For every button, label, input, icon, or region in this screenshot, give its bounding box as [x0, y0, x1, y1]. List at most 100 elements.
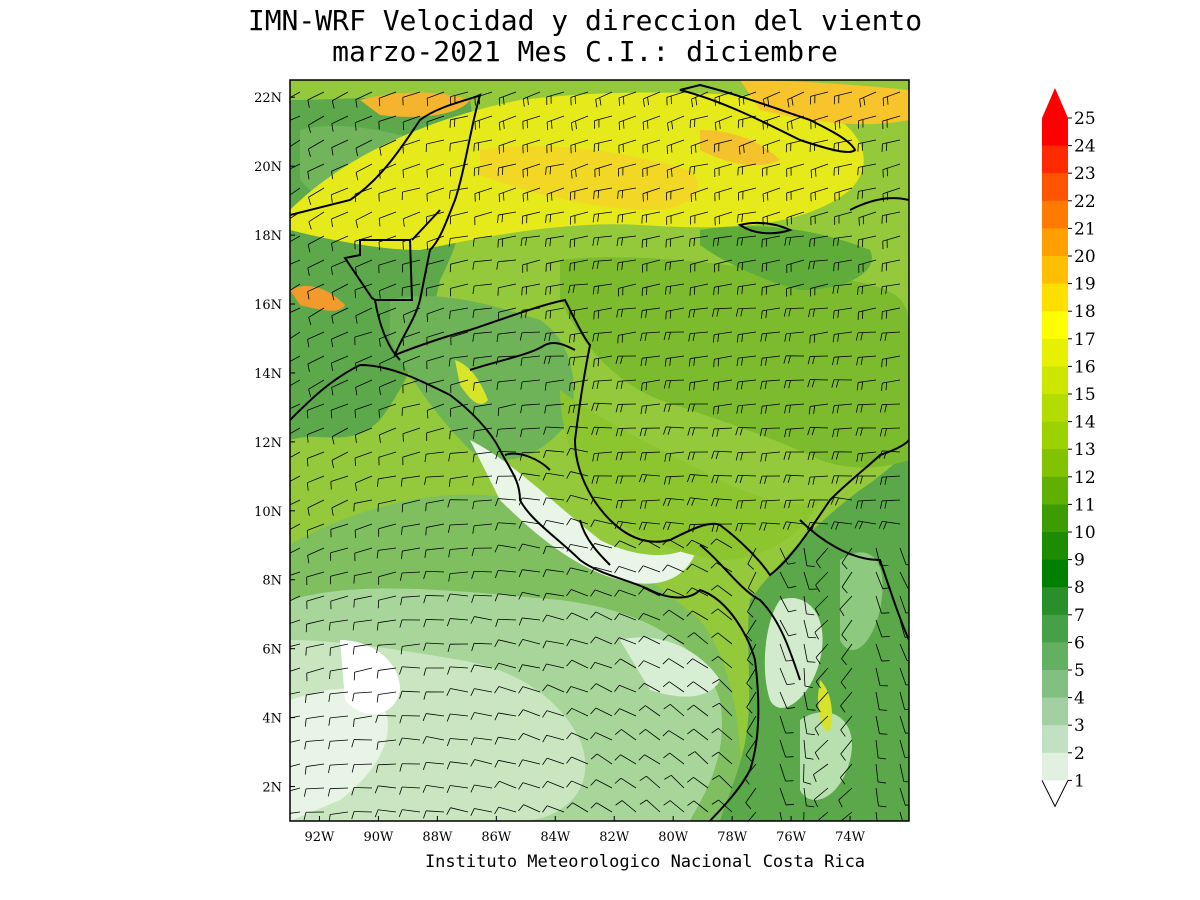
wind-barb — [472, 235, 493, 247]
wind-barb — [470, 712, 493, 720]
wind-barb — [590, 707, 613, 717]
wind-barb — [806, 522, 829, 531]
colorbar-label: 22 — [1074, 192, 1096, 212]
wind-barb — [375, 714, 397, 724]
wind-barb — [688, 331, 709, 342]
wind-barb — [518, 664, 541, 673]
wind-barb — [663, 704, 685, 717]
wind-barb — [498, 115, 517, 131]
wind-barb — [290, 547, 301, 554]
wind-barb — [400, 475, 421, 487]
wind-barb — [759, 499, 781, 509]
wind-barb — [449, 211, 469, 225]
wind-barb — [331, 139, 349, 156]
wind-barb — [747, 595, 757, 618]
wind-barb — [566, 494, 589, 503]
colorbar-label: 2 — [1074, 744, 1085, 764]
colorbar-bottom-arrow — [1041, 780, 1069, 808]
wind-barb — [639, 451, 661, 461]
wind-barb — [745, 787, 757, 810]
wind-barb — [745, 739, 757, 762]
wind-barb — [662, 681, 685, 693]
wind-barb — [858, 259, 877, 273]
wind-barb — [663, 752, 685, 765]
colorbar-swatch — [1042, 256, 1068, 285]
wind-barb — [402, 91, 421, 106]
wind-barb — [424, 451, 445, 463]
wind-barb — [352, 691, 373, 702]
wind-barb — [686, 610, 709, 621]
latitude-axis: 22N 20N 18N 16N 14N 12N 10N 8N 6N 4N 2N — [254, 91, 295, 796]
wind-barb — [426, 163, 445, 178]
wind-barb — [879, 450, 901, 459]
wind-barb — [330, 595, 349, 610]
wind-barb — [290, 187, 301, 196]
wind-barb — [471, 594, 493, 603]
wind-barb — [686, 681, 709, 693]
wind-barb — [855, 403, 877, 413]
wind-barb — [568, 283, 589, 294]
wind-barb — [760, 379, 781, 390]
wind-barb — [375, 763, 397, 773]
wind-barb — [472, 259, 493, 270]
wind-barb — [686, 563, 709, 573]
wind-barb — [304, 715, 325, 727]
wind-barb — [854, 520, 877, 530]
wind-barb — [545, 307, 565, 320]
colorbar-swatch — [1042, 228, 1068, 257]
wind-barb — [712, 702, 733, 717]
wind-barb — [881, 355, 901, 368]
wind-barb — [566, 732, 589, 741]
wind-barb — [307, 235, 325, 253]
wind-barb — [760, 355, 781, 367]
wind-barb — [424, 475, 445, 486]
wind-barb — [518, 520, 541, 529]
wind-barb — [881, 139, 901, 152]
wind-barb — [497, 211, 517, 224]
wind-barb — [542, 780, 565, 789]
wind-barb — [840, 811, 853, 821]
wind-barb — [353, 571, 373, 584]
wind-barb — [803, 739, 814, 760]
wind-barb — [881, 379, 901, 392]
wind-barb — [354, 451, 373, 466]
wind-barb — [760, 403, 781, 415]
colorbar-label: 10 — [1074, 523, 1096, 543]
wind-barb — [398, 809, 421, 818]
wind-barb — [714, 115, 733, 131]
colorbar-label: 11 — [1074, 495, 1096, 515]
colorbar-swatch — [1042, 338, 1068, 367]
wind-barb — [355, 379, 373, 396]
wind-barb — [290, 451, 301, 459]
wind-barb — [642, 163, 661, 178]
wind-barb — [593, 187, 613, 200]
colorbar-label: 5 — [1074, 661, 1085, 681]
colorbar-swatch — [1042, 173, 1068, 202]
lat-tick-label: 10N — [254, 505, 282, 520]
wind-barb — [331, 235, 349, 252]
wind-barb — [759, 522, 781, 531]
wind-barb — [712, 679, 733, 693]
wind-barb — [616, 307, 637, 318]
wind-barb — [378, 283, 397, 299]
wind-barb — [290, 91, 301, 99]
wind-barb — [686, 474, 709, 483]
wind-barb — [617, 211, 637, 224]
wind-barb — [290, 691, 301, 695]
wind-barb — [402, 379, 421, 394]
wind-barb — [779, 691, 796, 709]
colorbar-swatch — [1042, 394, 1068, 423]
wind-barb — [736, 403, 757, 414]
wind-barb — [642, 187, 661, 202]
wind-barb — [399, 763, 421, 772]
wind-barb — [592, 283, 613, 295]
wind-barb — [354, 427, 373, 443]
wind-barb — [306, 403, 325, 419]
wind-barb — [779, 787, 795, 806]
wind-barb — [518, 617, 541, 626]
wind-barb — [615, 800, 637, 813]
wind-barb — [760, 331, 781, 342]
wind-barb — [614, 754, 637, 765]
wind-barb — [328, 619, 349, 631]
wind-barb — [807, 499, 829, 508]
